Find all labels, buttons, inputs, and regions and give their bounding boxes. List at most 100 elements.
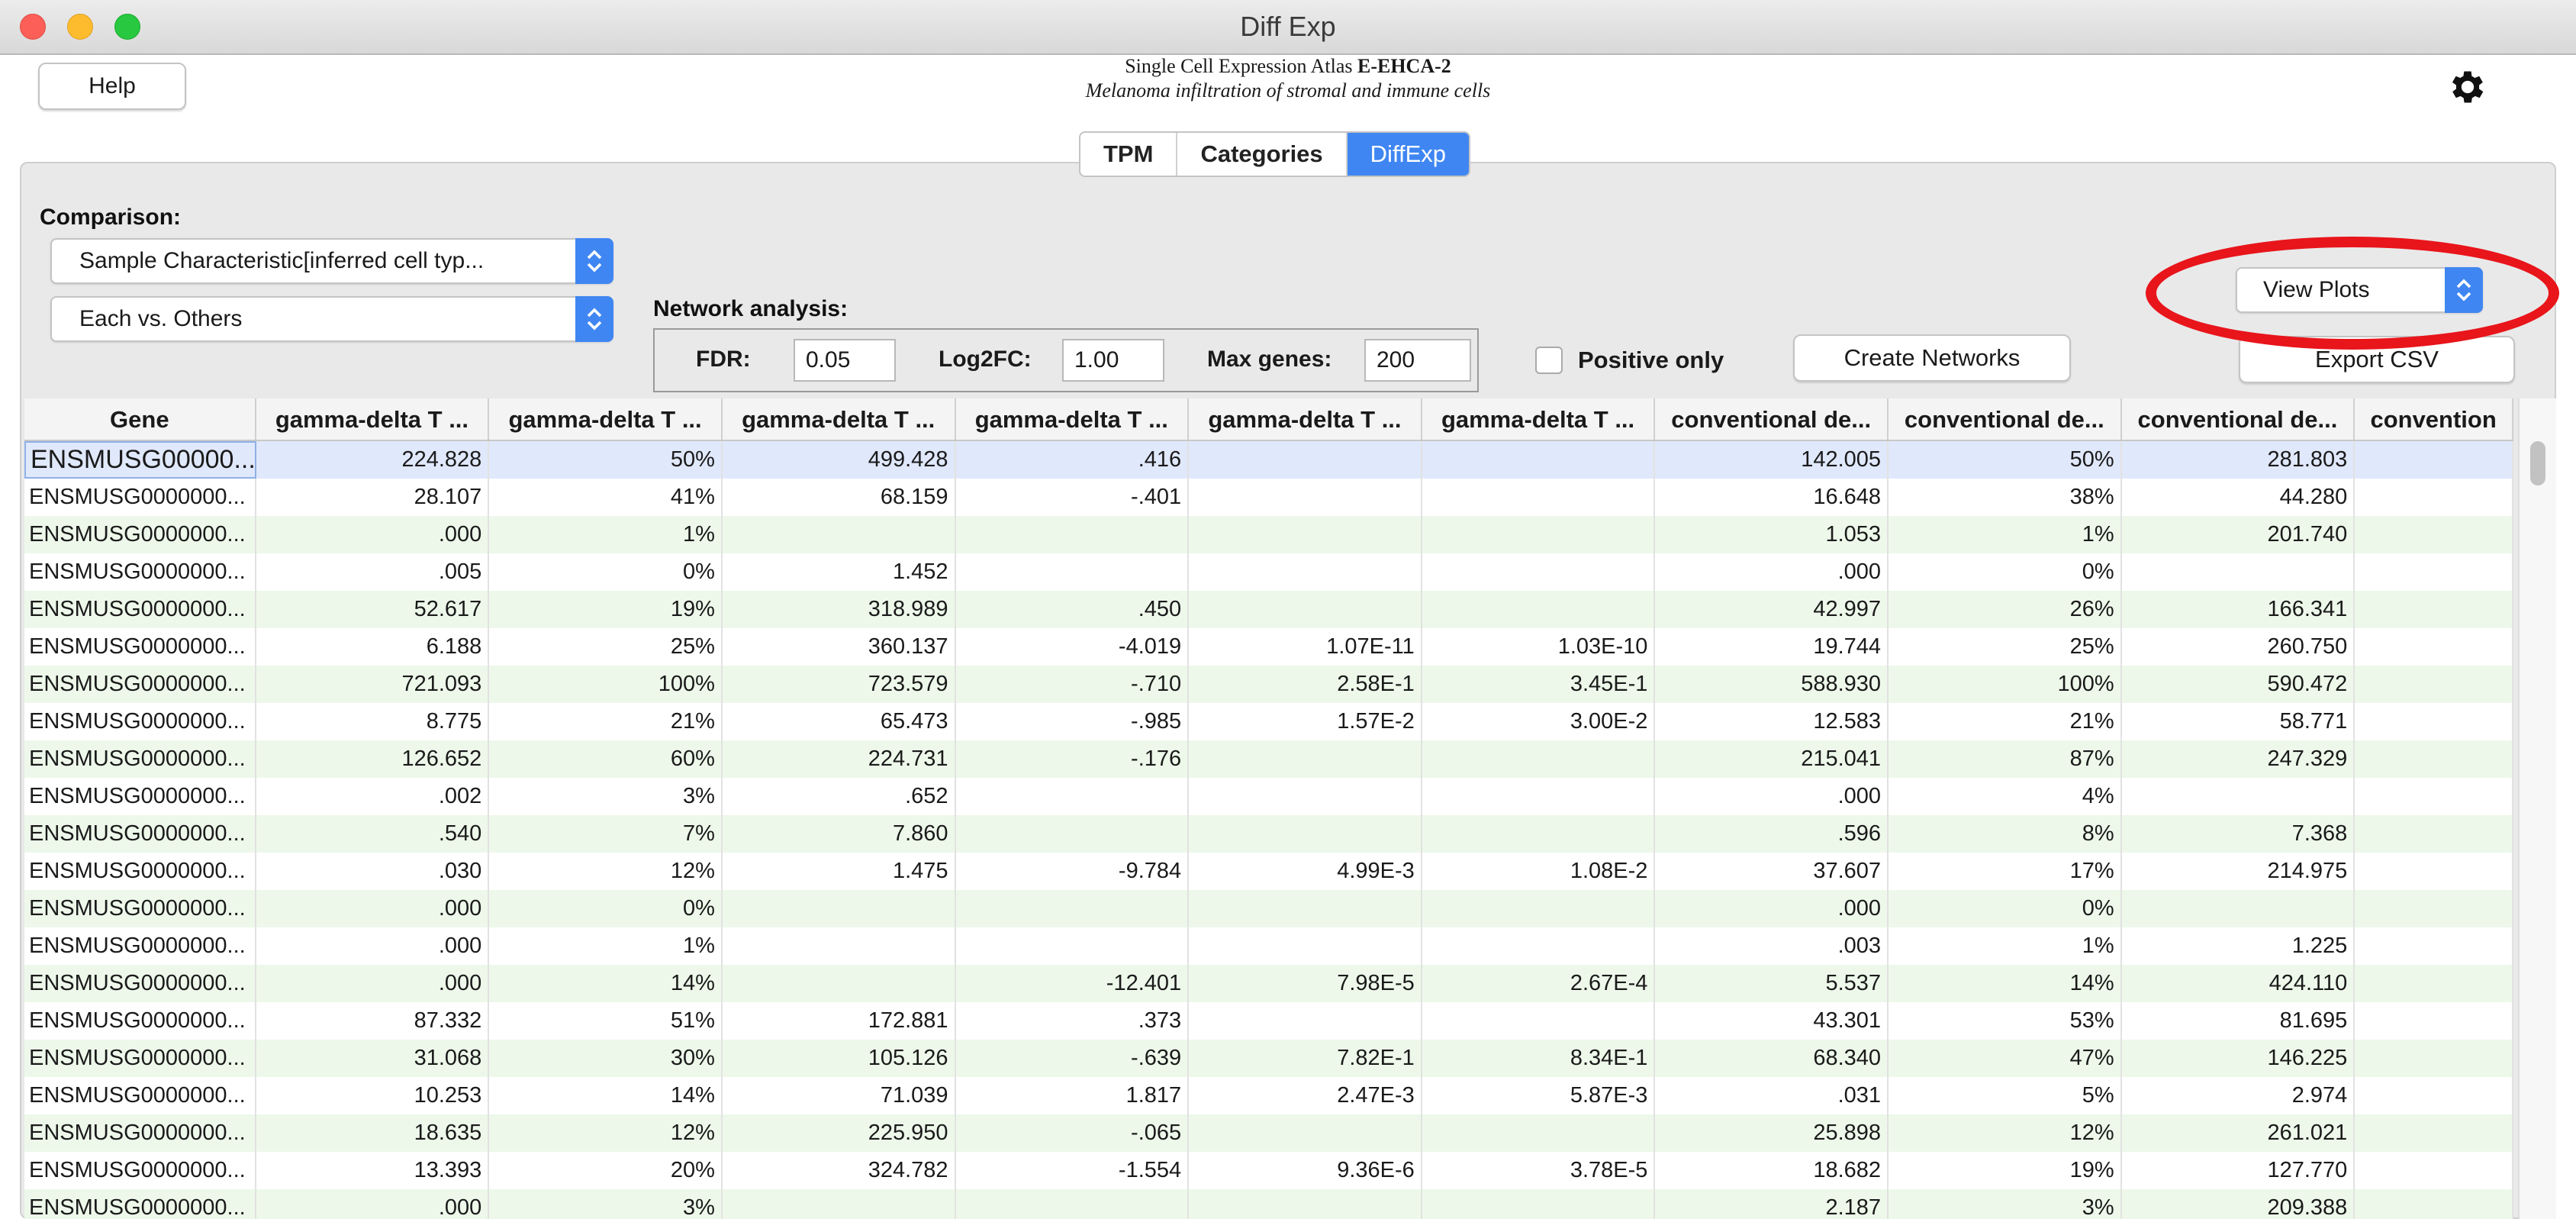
table-cell bbox=[2355, 1040, 2513, 1077]
column-header[interactable]: gamma-delta T ... bbox=[723, 398, 956, 440]
table-row[interactable]: ENSMUSG0000000... 6.188 25% 360.137 -4.019 1.… bbox=[24, 628, 2513, 666]
table-cell: -12.401 bbox=[956, 965, 1190, 1002]
gene-cell: ENSMUSG0000000... bbox=[24, 591, 256, 628]
table-cell bbox=[1422, 815, 1656, 853]
table-scrollbar[interactable] bbox=[2518, 398, 2556, 1219]
table-cell: 8.775 bbox=[256, 703, 490, 740]
gene-cell: ENSMUSG0000000... bbox=[24, 553, 256, 591]
table-cell: 37.607 bbox=[1655, 853, 1889, 890]
table-row[interactable]: ENSMUSG00000... 224.828 50% 499.428.416 142.… bbox=[24, 441, 2513, 479]
column-header[interactable]: conventional de... bbox=[1655, 398, 1889, 440]
table-row[interactable]: ENSMUSG0000000... 52.617 19% 318.989.450 42.… bbox=[24, 591, 2513, 628]
table-cell bbox=[2355, 516, 2513, 553]
table-cell: 172.881 bbox=[723, 1002, 956, 1040]
table-row[interactable]: ENSMUSG0000000... .540 7% 7.860 .596 8% 7.368 bbox=[24, 815, 2513, 853]
table-row[interactable]: ENSMUSG0000000... .005 0% 1.452.000 0% bbox=[24, 553, 2513, 591]
table-cell: 17% bbox=[1889, 853, 2122, 890]
table-cell bbox=[956, 1189, 1190, 1219]
column-header[interactable]: convention bbox=[2355, 398, 2513, 440]
table-cell: -.176 bbox=[956, 740, 1190, 778]
table-row[interactable]: ENSMUSG0000000... .000 3% 2.187 3% 209.388 bbox=[24, 1189, 2513, 1219]
table-cell: .000 bbox=[256, 965, 490, 1002]
table-cell: 260.750 bbox=[2122, 628, 2355, 666]
table-row[interactable]: ENSMUSG0000000... 18.635 12% 225.950 -.065 25… bbox=[24, 1114, 2513, 1152]
max-genes-input[interactable]: 200 bbox=[1364, 339, 1471, 382]
table-row[interactable]: ENSMUSG0000000... 87.332 51% 172.881.373 43.… bbox=[24, 1002, 2513, 1040]
maximize-window-button[interactable] bbox=[114, 14, 140, 40]
column-header[interactable]: gamma-delta T ... bbox=[256, 398, 490, 440]
table-cell: 126.652 bbox=[256, 740, 490, 778]
table-row[interactable]: ENSMUSG0000000... .000 0% .000 0% bbox=[24, 890, 2513, 927]
table-row[interactable]: ENSMUSG0000000... 31.068 30% 105.126 -.639 7.… bbox=[24, 1040, 2513, 1077]
column-header[interactable]: conventional de... bbox=[1889, 398, 2122, 440]
column-header[interactable]: Gene bbox=[24, 398, 256, 440]
table-cell: 21% bbox=[1889, 703, 2122, 740]
table-cell bbox=[1189, 1002, 1422, 1040]
table-row[interactable]: ENSMUSG0000000... 126.652 60% 224.731 -.176 2… bbox=[24, 740, 2513, 778]
table-row[interactable]: ENSMUSG0000000... 8.775 21% 65.473 -.985 1.57… bbox=[24, 703, 2513, 740]
table-cell: 43.301 bbox=[1655, 1002, 1889, 1040]
table-cell bbox=[2355, 853, 2513, 890]
tab-diffexp[interactable]: DiffExp bbox=[1347, 133, 1470, 176]
column-header[interactable]: conventional de... bbox=[2122, 398, 2355, 440]
table-cell bbox=[2355, 1189, 2513, 1219]
table-row[interactable]: ENSMUSG0000000... .002 3% .652 .000 4% bbox=[24, 778, 2513, 815]
fdr-input[interactable]: 0.05 bbox=[794, 339, 896, 382]
table-cell: 1.57E-2 bbox=[1189, 703, 1422, 740]
table-row[interactable]: ENSMUSG0000000... 28.107 41% 68.159 -.401 16.… bbox=[24, 479, 2513, 516]
table-cell: 16.648 bbox=[1655, 479, 1889, 516]
table-cell: .450 bbox=[956, 591, 1190, 628]
table-cell: 224.828 bbox=[256, 441, 490, 479]
table-cell: 2.58E-1 bbox=[1189, 666, 1422, 703]
column-header[interactable]: gamma-delta T ... bbox=[956, 398, 1190, 440]
table-cell bbox=[2122, 890, 2355, 927]
scrollbar-thumb[interactable] bbox=[2530, 441, 2545, 485]
table-cell: 4.99E-3 bbox=[1189, 853, 1422, 890]
table-header: Gene gamma-delta T ... gamma-delta T ... ga… bbox=[24, 398, 2513, 441]
table-cell: 1% bbox=[1889, 516, 2122, 553]
create-networks-button[interactable]: Create Networks bbox=[1793, 334, 2071, 382]
table-cell: -.401 bbox=[956, 479, 1190, 516]
comparison-select[interactable]: Sample Characteristic[inferred cell typ.… bbox=[50, 238, 613, 284]
column-header[interactable]: gamma-delta T ... bbox=[489, 398, 723, 440]
table-cell: 14% bbox=[489, 1077, 723, 1114]
gear-icon[interactable] bbox=[2446, 66, 2489, 108]
help-button[interactable]: Help bbox=[38, 63, 186, 110]
table-cell bbox=[1189, 553, 1422, 591]
positive-only-checkbox[interactable] bbox=[1535, 347, 1563, 374]
table-cell bbox=[1422, 927, 1656, 965]
column-header[interactable]: gamma-delta T ... bbox=[1422, 398, 1656, 440]
table-row[interactable]: ENSMUSG0000000... 10.253 14% 71.039 1.817 2.4… bbox=[24, 1077, 2513, 1114]
table-cell: .000 bbox=[1655, 778, 1889, 815]
table-cell: 499.428 bbox=[723, 441, 956, 479]
table-row[interactable]: ENSMUSG0000000... .030 12% 1.475 -9.784 4.99E… bbox=[24, 853, 2513, 890]
table-cell bbox=[1422, 740, 1656, 778]
log2fc-input[interactable]: 1.00 bbox=[1062, 339, 1164, 382]
table-cell bbox=[2355, 666, 2513, 703]
table-row[interactable]: ENSMUSG0000000... .000 14% -12.401 7.98E-5 2.… bbox=[24, 965, 2513, 1002]
table-cell: 225.950 bbox=[723, 1114, 956, 1152]
table-cell: 3% bbox=[1889, 1189, 2122, 1219]
table-row[interactable]: ENSMUSG0000000... .000 1% .003 1% 1.225 bbox=[24, 927, 2513, 965]
column-header[interactable]: gamma-delta T ... bbox=[1189, 398, 1422, 440]
table-cell: 1.817 bbox=[956, 1077, 1190, 1114]
table-cell: 68.159 bbox=[723, 479, 956, 516]
table-cell: 7.368 bbox=[2122, 815, 2355, 853]
table-row[interactable]: ENSMUSG0000000... .000 1% 1.053 1% 201.740 bbox=[24, 516, 2513, 553]
table-row[interactable]: ENSMUSG0000000... 721.093 100% 723.579 -.710… bbox=[24, 666, 2513, 703]
close-window-button[interactable] bbox=[20, 14, 46, 40]
table-cell: 0% bbox=[489, 890, 723, 927]
comparison-mode-select[interactable]: Each vs. Others bbox=[50, 296, 613, 342]
table-cell: 127.770 bbox=[2122, 1152, 2355, 1189]
table-cell: .000 bbox=[256, 927, 490, 965]
max-genes-label: Max genes: bbox=[1207, 347, 1332, 372]
table-row[interactable]: ENSMUSG0000000... 13.393 20% 324.782 -1.554 9… bbox=[24, 1152, 2513, 1189]
tab-tpm[interactable]: TPM bbox=[1080, 133, 1178, 176]
table-cell bbox=[1422, 591, 1656, 628]
tab-categories[interactable]: Categories bbox=[1177, 133, 1348, 176]
fdr-label: FDR: bbox=[696, 347, 751, 372]
minimize-window-button[interactable] bbox=[67, 14, 93, 40]
table-cell: 1% bbox=[1889, 927, 2122, 965]
table-cell: .030 bbox=[256, 853, 490, 890]
table-cell: 2.67E-4 bbox=[1422, 965, 1656, 1002]
